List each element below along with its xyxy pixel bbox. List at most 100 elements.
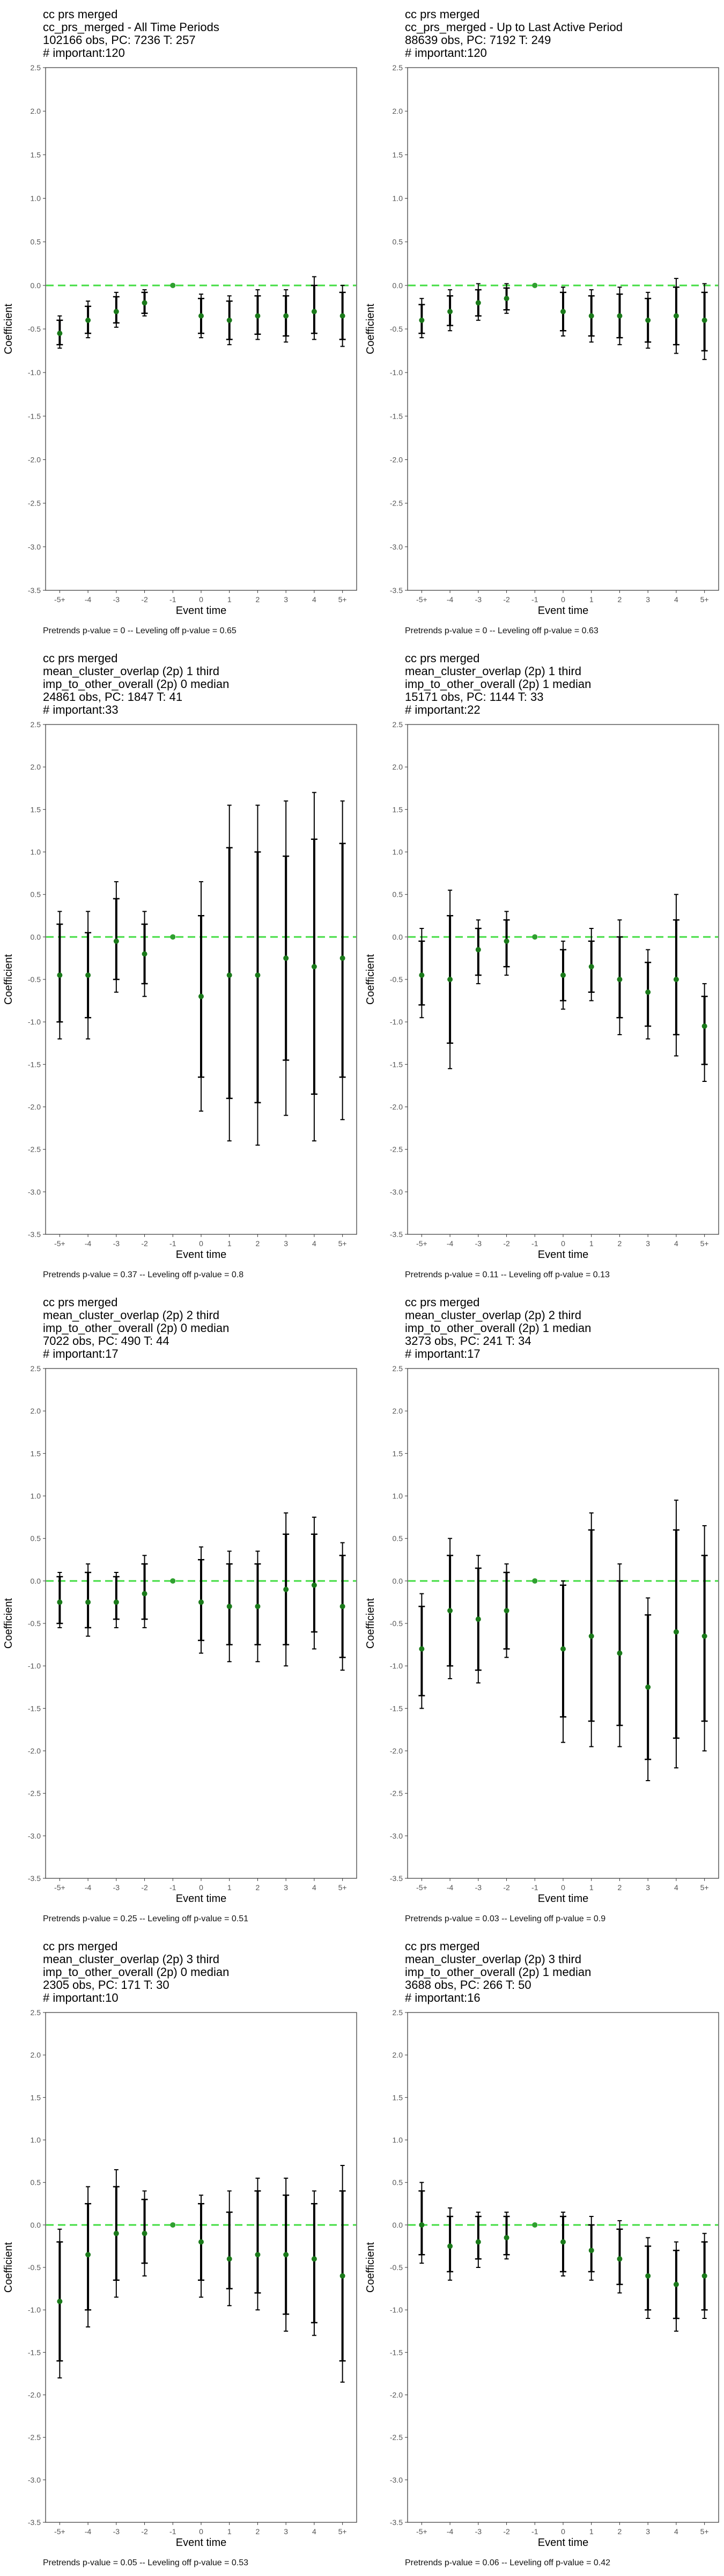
y-tick-label: -3.0 (390, 2476, 403, 2484)
coefficient-point (339, 955, 345, 961)
coefficient-point (504, 1608, 509, 1614)
x-tick-label: -1 (169, 595, 176, 604)
coefficient-point (419, 972, 425, 978)
chart-title-line: mean_cluster_overlap (2p) 3 third (43, 1952, 219, 1966)
y-tick-label: 2.5 (393, 2008, 403, 2017)
coefficient-point (57, 1599, 63, 1605)
x-tick-label: 2 (256, 2527, 260, 2536)
x-tick-label: -4 (85, 2527, 92, 2536)
coefficient-point (113, 2230, 119, 2236)
y-tick-label: 1.0 (31, 848, 41, 857)
chart-title-line: 2305 obs, PC: 171 T: 30 (43, 1978, 169, 1992)
y-tick-label: 2.5 (393, 720, 403, 729)
x-tick-label: 0 (199, 1883, 203, 1892)
chart-title-line: mean_cluster_overlap (2p) 3 third (405, 1952, 581, 1966)
x-tick-label: -5+ (416, 2527, 427, 2536)
chart-title-line: # important:120 (43, 46, 125, 60)
y-tick-label: 1.0 (393, 194, 403, 203)
x-axis-label: Event time (176, 2537, 226, 2549)
coefficient-point (255, 313, 261, 319)
chart-title-line: imp_to_other_overall (2p) 1 median (405, 1965, 591, 1979)
x-tick-label: -1 (531, 1239, 538, 1248)
coefficient-point (447, 1608, 453, 1614)
x-tick-label: 2 (618, 1239, 622, 1248)
y-tick-label: -1.5 (390, 2348, 403, 2357)
y-tick-label: 2.0 (393, 763, 403, 771)
chart-title-line: mean_cluster_overlap (2p) 2 third (43, 1308, 219, 1322)
x-tick-label: 1 (227, 1239, 232, 1248)
x-tick-label: -2 (503, 595, 510, 604)
y-tick-label: -1.0 (28, 1662, 41, 1670)
coefficient-point (85, 972, 91, 978)
pvalue-footer: Pretrends p-value = 0 -- Leveling off p-… (405, 626, 599, 635)
x-tick-label: -1 (169, 2527, 176, 2536)
x-tick-label: 5+ (338, 1239, 347, 1248)
y-tick-label: -3.5 (390, 586, 403, 595)
chart-title-line: 24861 obs, PC: 1847 T: 41 (43, 690, 182, 704)
x-tick-label: 2 (618, 595, 622, 604)
coefficient-point (255, 1604, 261, 1609)
y-axis-label: Coefficient (3, 1598, 14, 1649)
coefficient-point (113, 1599, 119, 1605)
y-axis-label: Coefficient (365, 2242, 376, 2293)
coefficient-point (419, 1646, 425, 1652)
coefficient-point (701, 1023, 707, 1029)
y-tick-label: 2.5 (31, 63, 41, 72)
x-tick-label: 4 (312, 1239, 316, 1248)
y-tick-label: 2.0 (393, 107, 403, 115)
x-tick-label: -5+ (54, 2527, 65, 2536)
x-tick-label: -5+ (416, 1883, 427, 1892)
coefficient-point (560, 1646, 566, 1652)
reference-period-point (532, 1578, 538, 1584)
chart-title-line: imp_to_other_overall (2p) 0 median (43, 1965, 229, 1979)
y-tick-label: -2.5 (390, 1145, 403, 1154)
chart-title-line: # important:10 (43, 1991, 119, 2004)
x-tick-label: -5+ (54, 1883, 65, 1892)
coefficient-point (504, 2235, 509, 2241)
y-tick-label: 1.0 (393, 1492, 403, 1501)
chart-title-line: cc prs merged (43, 652, 117, 665)
x-axis-label: Event time (176, 1893, 226, 1905)
chart-title-line: cc_prs_merged - Up to Last Active Period (405, 20, 623, 34)
chart-title-line: imp_to_other_overall (2p) 1 median (405, 1321, 591, 1335)
x-axis-label: Event time (538, 1249, 588, 1261)
x-tick-label: 1 (589, 1883, 594, 1892)
coefficient-point (57, 2299, 63, 2304)
coefficient-point (85, 2252, 91, 2258)
y-tick-label: 0.5 (31, 2178, 41, 2187)
y-tick-label: -3.5 (390, 2518, 403, 2527)
coefficient-point (447, 977, 453, 982)
y-tick-label: -1.0 (390, 2306, 403, 2314)
y-tick-label: -3.0 (390, 1832, 403, 1840)
y-tick-label: -3.0 (390, 543, 403, 551)
x-axis-label: Event time (538, 605, 588, 617)
coefficient-point (617, 977, 623, 982)
reference-period-point (170, 282, 176, 288)
x-tick-label: 4 (312, 1883, 316, 1892)
coefficient-point (673, 313, 679, 319)
y-tick-label: -3.5 (28, 586, 41, 595)
y-tick-label: 0.0 (393, 281, 403, 290)
reference-period-point (532, 282, 538, 288)
y-tick-label: 1.0 (393, 848, 403, 857)
y-tick-label: -3.5 (390, 1874, 403, 1883)
chart-title-line: 3688 obs, PC: 266 T: 50 (405, 1978, 531, 1992)
y-tick-label: 2.0 (31, 1407, 41, 1415)
y-tick-label: 0.5 (31, 890, 41, 899)
x-tick-label: -4 (85, 1239, 92, 1248)
x-tick-label: 5+ (700, 1883, 709, 1892)
y-tick-label: -0.5 (390, 325, 403, 333)
coefficient-point (255, 972, 261, 978)
x-tick-label: -1 (531, 595, 538, 604)
coefficient-point (588, 964, 594, 970)
chart-title-line: cc prs merged (405, 1940, 479, 1953)
chart-title-line: # important:17 (43, 1347, 119, 1360)
y-tick-label: -2.5 (28, 1789, 41, 1798)
x-tick-label: 3 (284, 1883, 288, 1892)
x-tick-label: -4 (85, 1883, 92, 1892)
x-tick-label: 0 (199, 1239, 203, 1248)
